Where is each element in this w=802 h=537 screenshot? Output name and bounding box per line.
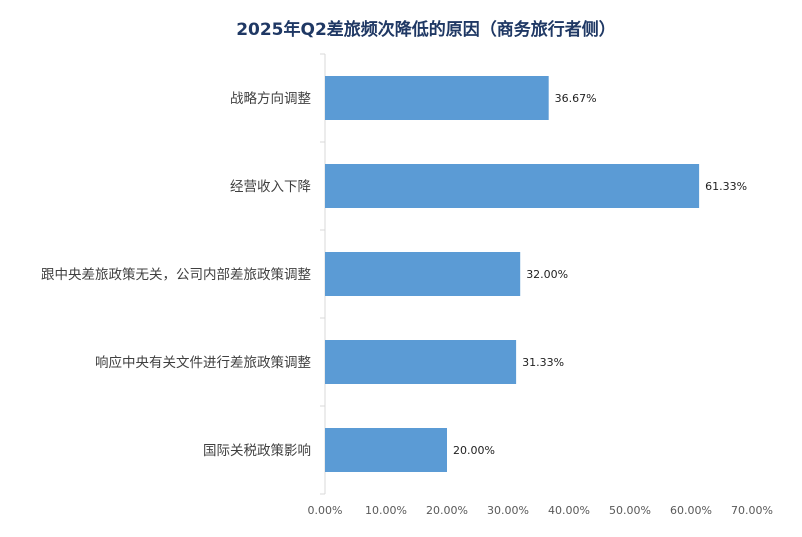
x-tick-label: 30.00% bbox=[487, 504, 529, 517]
category-label: 跟中央差旅政策无关，公司内部差旅政策调整 bbox=[41, 266, 311, 283]
category-labels: 战略方向调整经营收入下降跟中央差旅政策无关，公司内部差旅政策调整响应中央有关文件… bbox=[41, 91, 311, 459]
data-label: 36.67% bbox=[555, 92, 597, 105]
category-label: 战略方向调整 bbox=[230, 91, 311, 107]
x-tick-label: 0.00% bbox=[308, 504, 343, 517]
data-label: 31.33% bbox=[522, 356, 564, 369]
x-tick-label: 10.00% bbox=[365, 504, 407, 517]
chart-title: 2025年Q2差旅频次降低的原因（商务旅行者侧） bbox=[236, 19, 616, 40]
x-tick-label: 40.00% bbox=[548, 504, 590, 517]
category-label: 响应中央有关文件进行差旅政策调整 bbox=[95, 354, 311, 371]
data-label: 61.33% bbox=[705, 180, 747, 193]
category-label: 国际关税政策影响 bbox=[203, 442, 311, 459]
x-tick-label: 20.00% bbox=[426, 504, 468, 517]
x-tick-label: 60.00% bbox=[670, 504, 712, 517]
data-label: 32.00% bbox=[526, 268, 568, 281]
data-labels: 36.67% 61.33% 32.00% 31.33% 20.00% bbox=[453, 92, 747, 457]
x-tick-label: 50.00% bbox=[609, 504, 651, 517]
x-tick-labels: 0.00% 10.00% 20.00% 30.00% 40.00% 50.00% 60.00… bbox=[308, 504, 773, 517]
bar-2 bbox=[325, 164, 700, 208]
bar-4 bbox=[325, 340, 517, 384]
bar-5 bbox=[325, 428, 447, 472]
x-tick-label: 70.00% bbox=[731, 504, 773, 517]
category-label: 经营收入下降 bbox=[230, 179, 311, 195]
bar-1 bbox=[325, 76, 549, 120]
bar-3 bbox=[325, 252, 521, 296]
bars-layer bbox=[325, 76, 700, 472]
data-label: 20.00% bbox=[453, 444, 495, 457]
axis-layer bbox=[320, 53, 326, 495]
